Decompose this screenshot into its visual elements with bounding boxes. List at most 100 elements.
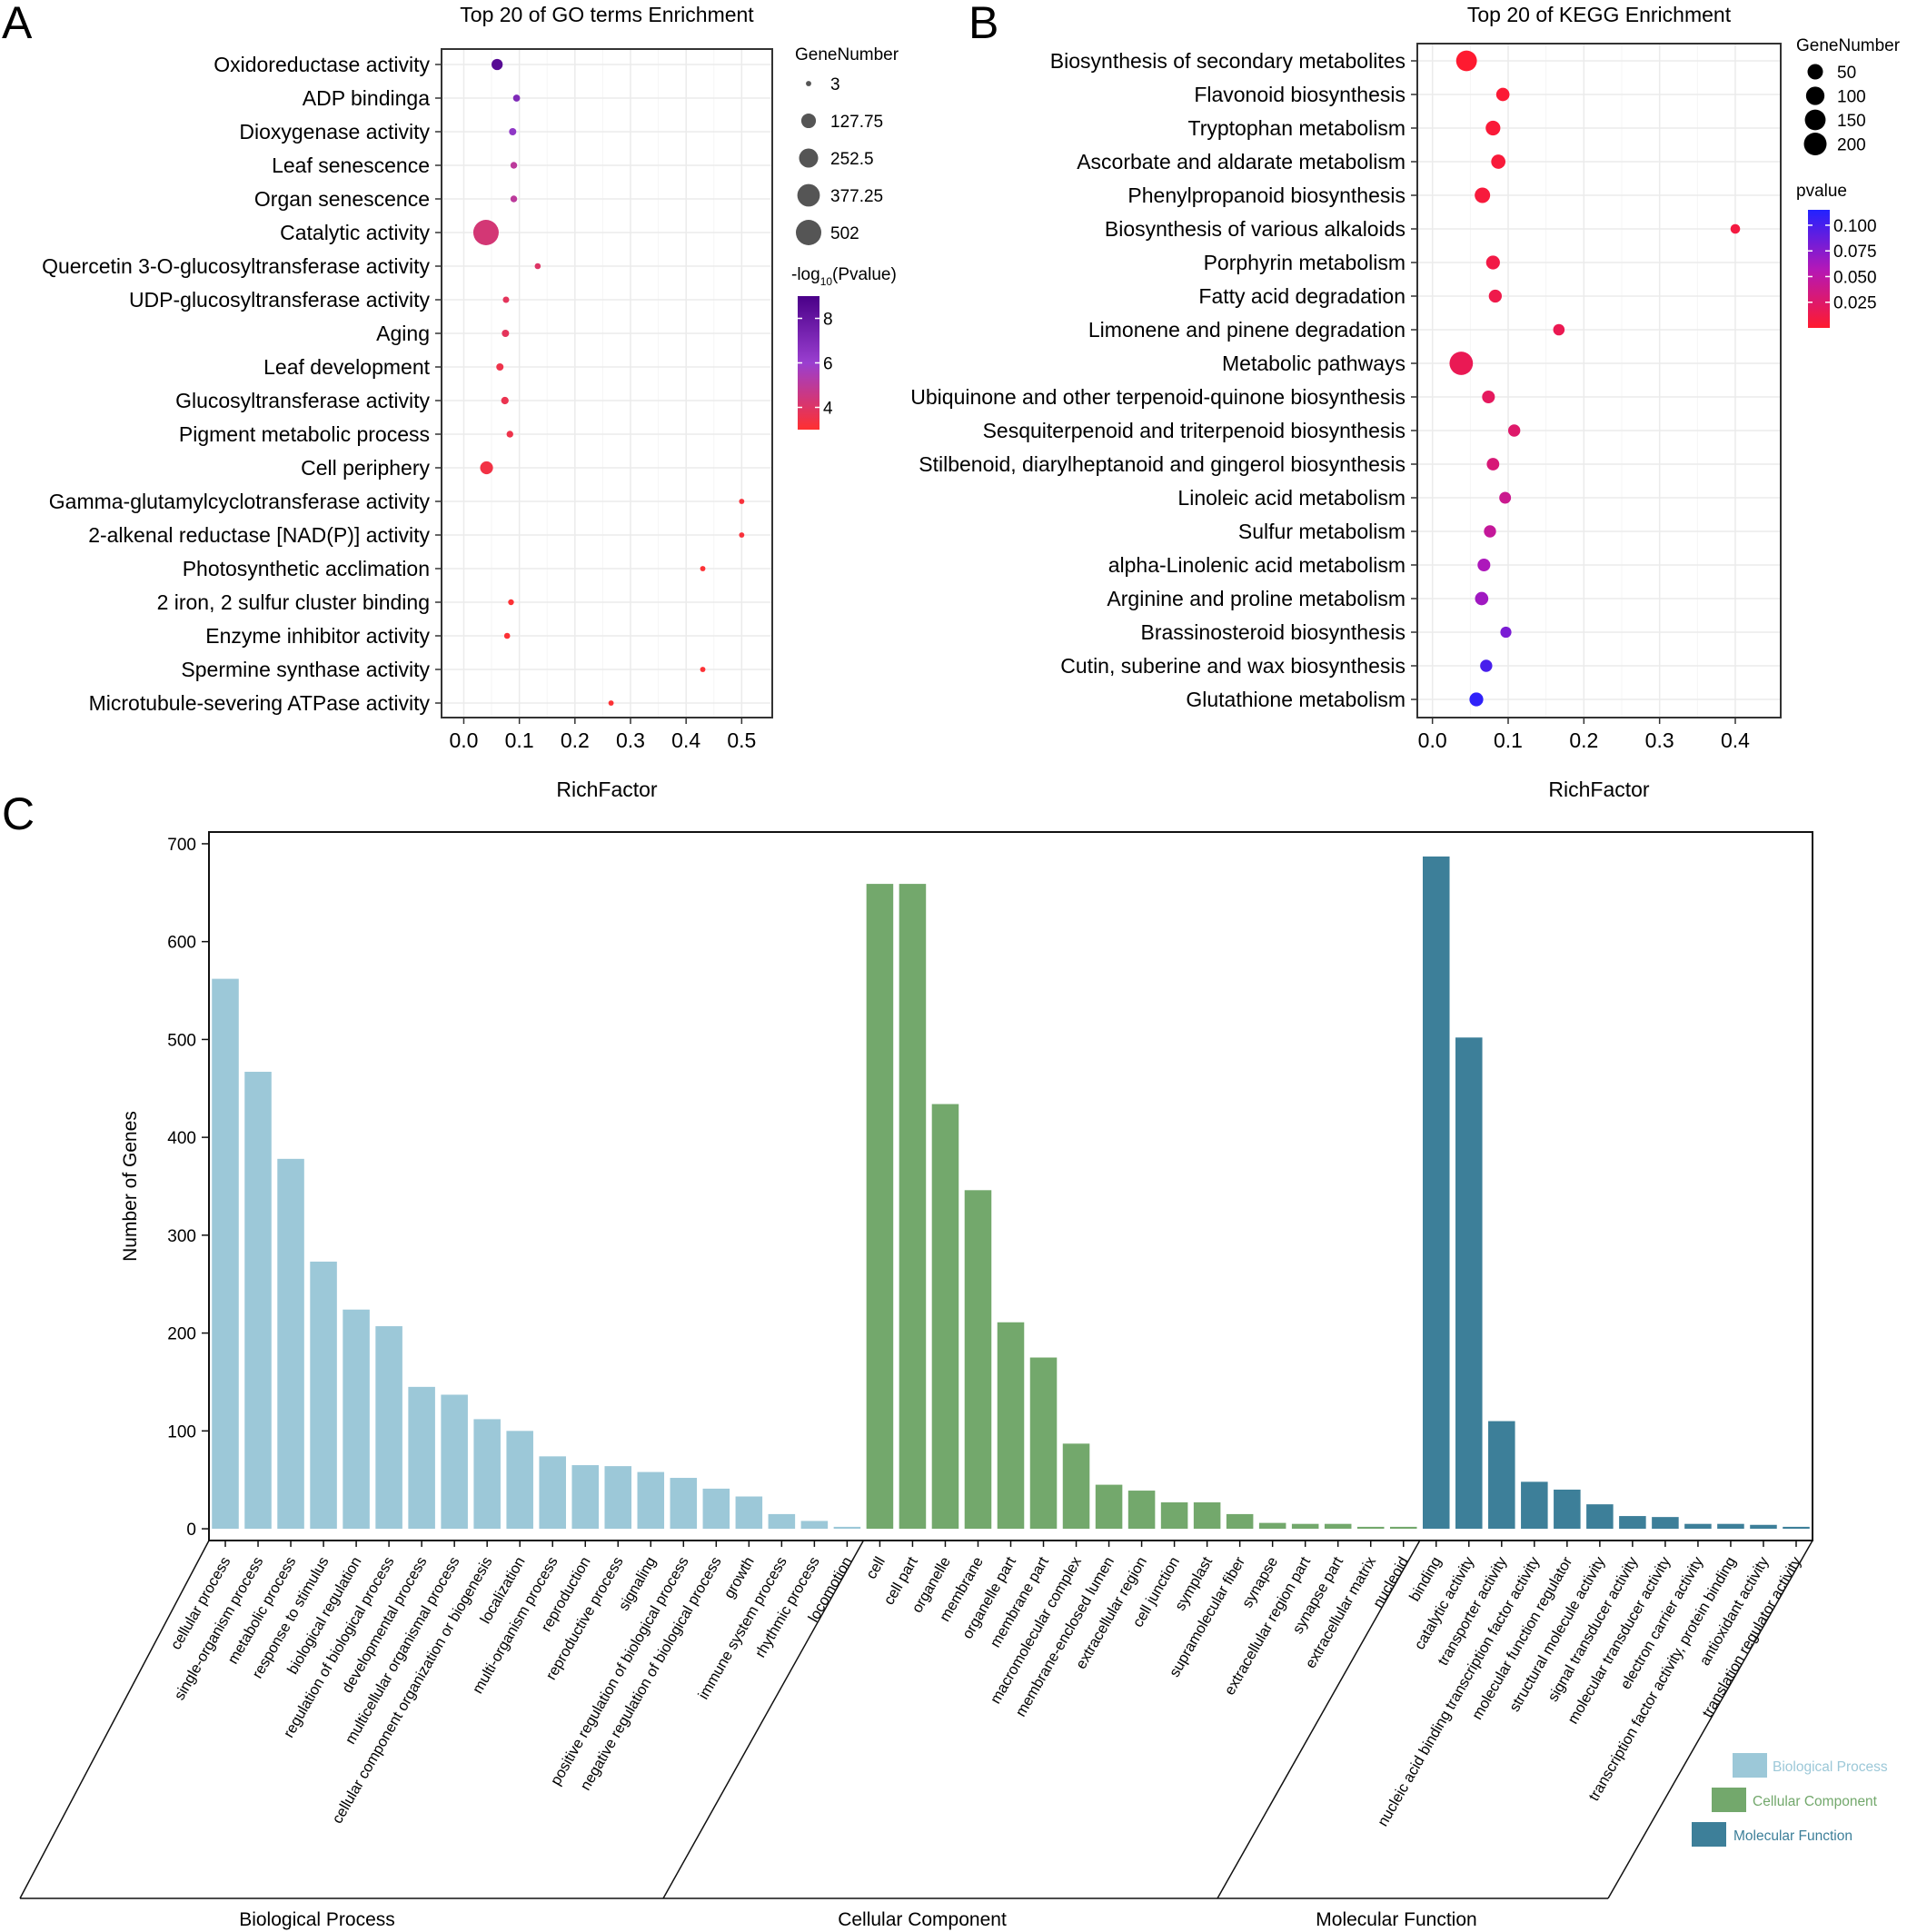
size-legend-label: 377.25 bbox=[830, 187, 883, 206]
bar bbox=[277, 1158, 304, 1530]
data-point bbox=[510, 162, 518, 169]
colorbar-tick-label: 0.050 bbox=[1833, 268, 1877, 287]
bar bbox=[1684, 1523, 1712, 1530]
bar bbox=[1291, 1523, 1319, 1530]
bar bbox=[1127, 1491, 1156, 1530]
data-point bbox=[1484, 525, 1496, 538]
data-point bbox=[1491, 154, 1506, 169]
bar bbox=[1356, 1526, 1385, 1530]
data-point bbox=[700, 566, 706, 571]
y-tick-label: Glucosyltransferase activity bbox=[175, 389, 430, 412]
plot-area bbox=[1417, 44, 1781, 718]
y-tick-label: alpha-Linolenic acid metabolism bbox=[1108, 553, 1405, 577]
x-tick-label: 0.2 bbox=[1569, 728, 1598, 752]
bar bbox=[375, 1326, 402, 1530]
data-point bbox=[509, 127, 517, 136]
data-point bbox=[472, 220, 499, 245]
bar bbox=[931, 1104, 959, 1530]
bar bbox=[571, 1465, 600, 1530]
size-legend-label: 127.75 bbox=[830, 113, 883, 132]
size-legend-label: 502 bbox=[830, 224, 859, 243]
y-tick-label: 700 bbox=[167, 836, 196, 855]
data-point bbox=[1469, 692, 1484, 707]
bar bbox=[1488, 1421, 1515, 1530]
y-tick-label: Stilbenoid, diarylheptanoid and gingerol… bbox=[919, 452, 1405, 476]
data-point bbox=[508, 599, 514, 606]
bar bbox=[408, 1386, 435, 1530]
bar bbox=[604, 1466, 632, 1530]
y-tick-label: Biosynthesis of various alkaloids bbox=[1105, 217, 1405, 241]
bar bbox=[1062, 1443, 1090, 1530]
panel-label-c: C bbox=[2, 788, 35, 839]
y-tick-label: Sesquiterpenoid and triterpenoid biosynt… bbox=[983, 419, 1405, 442]
y-tick-label: Porphyrin metabolism bbox=[1204, 251, 1405, 274]
color-legend-title-sub: 10 bbox=[820, 275, 833, 288]
data-point bbox=[1499, 491, 1512, 504]
data-point bbox=[608, 700, 614, 706]
colorbar-tick-label: 8 bbox=[823, 311, 833, 330]
data-point bbox=[501, 396, 509, 405]
bar bbox=[670, 1478, 698, 1530]
plot-border bbox=[441, 48, 773, 718]
panel-label-a: A bbox=[2, 0, 33, 48]
bar bbox=[1160, 1501, 1188, 1530]
data-point bbox=[496, 362, 504, 372]
bar bbox=[1324, 1523, 1352, 1530]
y-tick-label: ADP bindinga bbox=[303, 86, 430, 110]
group-bracket-divider bbox=[1607, 1540, 1813, 1899]
color-legend-title-suffix: (Pvalue) bbox=[832, 265, 897, 284]
data-point bbox=[1495, 87, 1510, 102]
size-legend-dot bbox=[799, 148, 819, 168]
y-tick-label: Organ senescence bbox=[254, 187, 430, 211]
data-point bbox=[1482, 390, 1495, 404]
legend-label: Biological Process bbox=[1773, 1759, 1888, 1775]
y-axis-label: Number of Genes bbox=[120, 1111, 141, 1262]
bar bbox=[768, 1513, 796, 1530]
bar bbox=[1586, 1504, 1614, 1530]
bar bbox=[637, 1471, 665, 1530]
y-tick-label: 100 bbox=[167, 1422, 196, 1442]
bar bbox=[800, 1521, 829, 1530]
bar bbox=[702, 1488, 730, 1530]
size-legend-dot bbox=[800, 113, 817, 129]
size-legend-dot bbox=[806, 81, 811, 86]
colorbar-tick-label: 0.100 bbox=[1833, 217, 1877, 236]
size-legend-dot bbox=[1805, 86, 1825, 105]
colorbar-tick-label: 6 bbox=[823, 355, 833, 374]
y-tick-label: Glutathione metabolism bbox=[1186, 688, 1405, 711]
y-tick-label: Ubiquinone and other terpenoid-quinone b… bbox=[910, 385, 1405, 409]
y-tick-label: 2-alkenal reductase [NAD(P)] activity bbox=[88, 523, 430, 547]
y-tick-label: Cutin, suberine and wax biosynthesis bbox=[1060, 654, 1405, 678]
group-bracket-divider bbox=[1217, 1540, 1421, 1899]
y-tick-label: Linoleic acid metabolism bbox=[1177, 486, 1405, 510]
x-tick-label: 0.1 bbox=[1494, 728, 1523, 752]
data-point bbox=[492, 58, 503, 71]
x-tick-label: 0.3 bbox=[1645, 728, 1674, 752]
y-tick-label: 300 bbox=[167, 1227, 196, 1246]
data-point bbox=[480, 461, 493, 475]
bar bbox=[1389, 1526, 1417, 1530]
data-point bbox=[1485, 255, 1500, 270]
y-tick-label: Gamma-glutamylcyclotransferase activity bbox=[49, 490, 431, 513]
y-tick-label: Biosynthesis of secondary metabolites bbox=[1050, 49, 1405, 73]
y-tick-label: Leaf senescence bbox=[272, 154, 430, 177]
colorbar-tick-label: 0.025 bbox=[1833, 294, 1877, 313]
data-point bbox=[1500, 626, 1512, 639]
y-tick-label: Sulfur metabolism bbox=[1238, 520, 1405, 543]
bar bbox=[1226, 1513, 1254, 1530]
legend-label: Cellular Component bbox=[1753, 1794, 1878, 1809]
data-point bbox=[1488, 289, 1502, 303]
size-legend-label: 200 bbox=[1837, 136, 1866, 155]
color-legend-title: -log10(Pvalue) bbox=[791, 265, 897, 288]
data-point bbox=[1507, 424, 1521, 437]
bar bbox=[833, 1526, 861, 1530]
data-point bbox=[1553, 323, 1565, 336]
data-point bbox=[1455, 50, 1477, 72]
panel-label-b: B bbox=[968, 0, 998, 48]
y-tick-label: Tryptophan metabolism bbox=[1188, 116, 1405, 140]
size-legend-label: 3 bbox=[830, 75, 840, 94]
bar bbox=[1783, 1526, 1810, 1530]
bar bbox=[1095, 1484, 1123, 1530]
plot-border bbox=[1416, 43, 1782, 718]
